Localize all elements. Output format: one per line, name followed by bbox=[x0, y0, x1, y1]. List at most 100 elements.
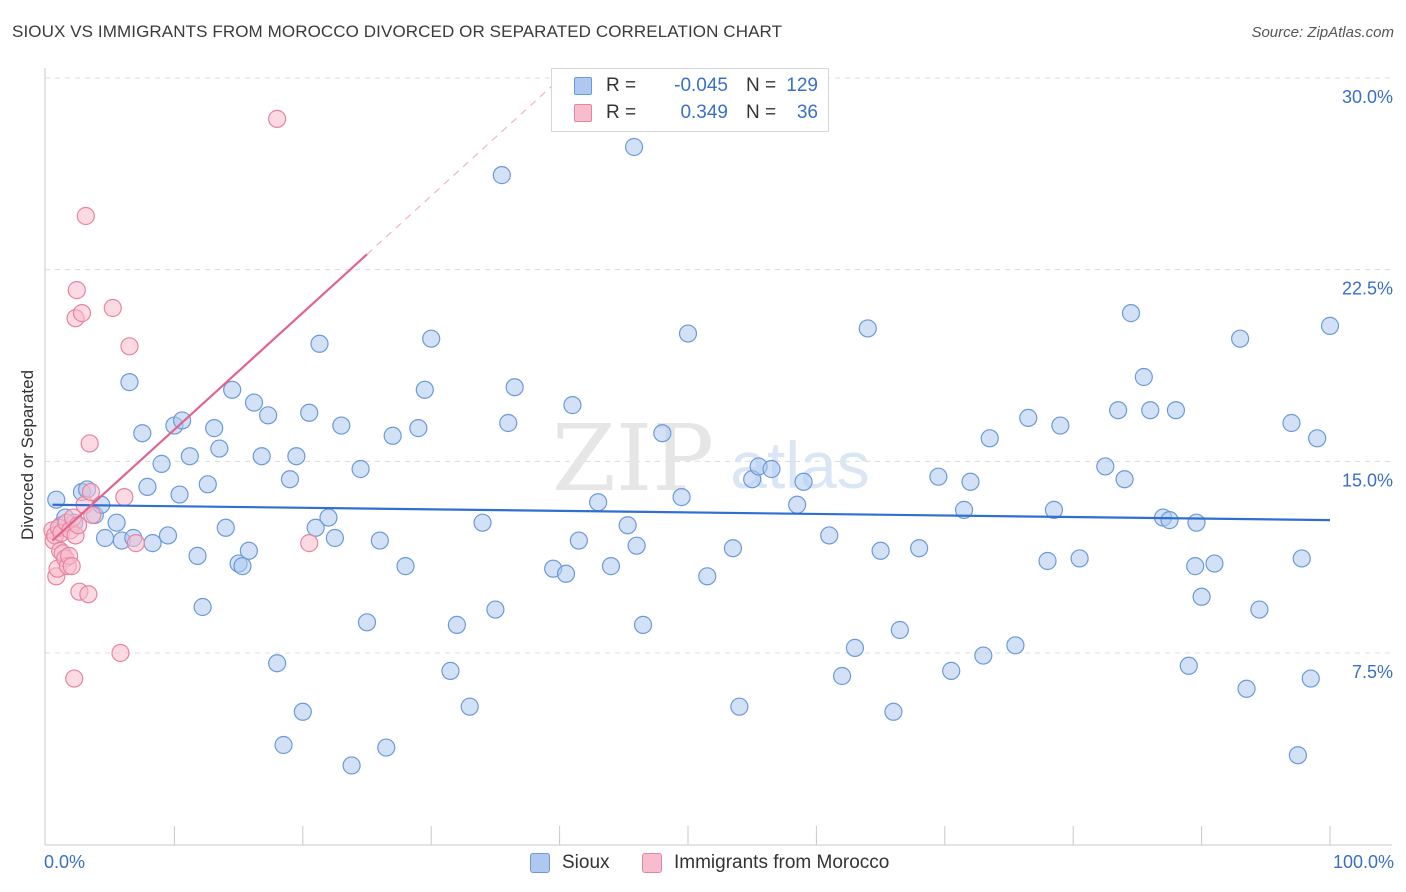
trend-line-morocco-extension bbox=[366, 75, 564, 255]
point-sioux-110 bbox=[1141, 401, 1160, 420]
point-sioux-90 bbox=[884, 702, 903, 721]
point-sioux-32 bbox=[244, 393, 264, 412]
point-sioux-78 bbox=[723, 539, 743, 558]
legend-swatch-morocco bbox=[574, 104, 592, 122]
point-sioux-84 bbox=[794, 472, 813, 491]
point-morocco-20 bbox=[68, 516, 88, 535]
legend-r-label: R = bbox=[606, 75, 637, 96]
point-sioux-14 bbox=[138, 477, 157, 496]
grid-lines bbox=[45, 77, 1392, 654]
point-sioux-57 bbox=[447, 615, 466, 634]
point-sioux-125 bbox=[1301, 669, 1320, 688]
point-morocco-29 bbox=[103, 298, 122, 318]
point-sioux-72 bbox=[627, 536, 646, 555]
point-sioux-127 bbox=[1320, 316, 1340, 335]
point-sioux-33 bbox=[252, 447, 271, 466]
x-tick-label-min: 0.0% bbox=[44, 852, 86, 872]
point-sioux-103 bbox=[1051, 416, 1070, 435]
point-sioux-53 bbox=[409, 419, 428, 438]
point-sioux-77 bbox=[698, 567, 717, 586]
point-sioux-40 bbox=[300, 403, 319, 422]
source-label: Source: ZipAtlas.com bbox=[1251, 24, 1394, 41]
point-sioux-113 bbox=[1166, 401, 1186, 420]
series-legend-label-morocco: Immigrants from Morocco bbox=[674, 852, 890, 873]
y-tick-label-1: 15.0% bbox=[1342, 470, 1393, 490]
x-tick-label-max: 100.0% bbox=[1332, 852, 1394, 872]
point-morocco-22 bbox=[72, 304, 92, 323]
point-sioux-98 bbox=[980, 429, 999, 448]
point-sioux-19 bbox=[170, 485, 189, 504]
legend-swatch-sioux bbox=[574, 77, 592, 95]
point-sioux-48 bbox=[357, 613, 377, 632]
point-sioux-59 bbox=[473, 513, 492, 532]
point-sioux-44 bbox=[325, 528, 344, 548]
point-sioux-105 bbox=[1096, 457, 1115, 476]
point-sioux-73 bbox=[633, 615, 653, 634]
point-morocco-16 bbox=[65, 669, 84, 688]
point-sioux-61 bbox=[492, 166, 511, 185]
y-tick-label-3: 30.0% bbox=[1342, 87, 1393, 107]
point-sioux-70 bbox=[618, 516, 637, 535]
point-sioux-9 bbox=[107, 513, 126, 532]
point-sioux-52 bbox=[396, 557, 415, 576]
point-sioux-25 bbox=[205, 419, 224, 438]
point-morocco-35 bbox=[300, 534, 319, 553]
point-sioux-22 bbox=[188, 546, 207, 565]
point-sioux-88 bbox=[858, 319, 877, 338]
legend-row-morocco: R = 0.349 N = 36 bbox=[574, 101, 818, 125]
trend-lines bbox=[51, 75, 1331, 542]
point-sioux-28 bbox=[223, 380, 242, 399]
point-sioux-31 bbox=[239, 541, 258, 560]
point-sioux-51 bbox=[383, 426, 402, 445]
point-sioux-16 bbox=[152, 454, 171, 473]
point-sioux-66 bbox=[563, 396, 582, 415]
point-morocco-34 bbox=[268, 109, 287, 128]
point-sioux-11 bbox=[120, 373, 139, 392]
point-sioux-115 bbox=[1186, 557, 1205, 576]
series-legend: Sioux Immigrants from Morocco bbox=[0, 852, 1406, 878]
point-sioux-123 bbox=[1288, 746, 1308, 765]
point-sioux-37 bbox=[280, 470, 300, 489]
point-morocco-19 bbox=[67, 281, 86, 300]
series-legend-sioux[interactable]: Sioux bbox=[530, 852, 610, 874]
legend-n-label: N = bbox=[746, 102, 777, 123]
legend-n-label: N = bbox=[746, 75, 777, 96]
point-sioux-36 bbox=[274, 735, 293, 755]
chart-title: SIOUX VS IMMIGRANTS FROM MOROCCO DIVORCE… bbox=[12, 22, 783, 41]
point-sioux-74 bbox=[653, 424, 672, 443]
legend-row-sioux: R = -0.045 N = 129 bbox=[574, 74, 818, 98]
series-legend-swatch-sioux bbox=[530, 853, 550, 873]
point-sioux-50 bbox=[377, 738, 396, 757]
point-sioux-102 bbox=[1044, 500, 1064, 519]
point-sioux-87 bbox=[845, 638, 865, 657]
point-sioux-20 bbox=[173, 411, 192, 430]
series-sioux bbox=[47, 137, 1340, 775]
point-sioux-35 bbox=[268, 654, 287, 673]
point-sioux-63 bbox=[505, 378, 524, 397]
point-sioux-76 bbox=[678, 324, 698, 343]
point-sioux-106 bbox=[1109, 401, 1128, 420]
point-sioux-124 bbox=[1292, 549, 1311, 568]
point-sioux-117 bbox=[1192, 587, 1211, 606]
y-axis-label: Divorced or Separated bbox=[18, 369, 37, 541]
point-sioux-49 bbox=[370, 531, 389, 550]
point-sioux-13 bbox=[133, 424, 152, 443]
point-sioux-46 bbox=[342, 756, 361, 775]
point-sioux-85 bbox=[820, 526, 839, 545]
point-sioux-71 bbox=[624, 137, 644, 157]
point-sioux-83 bbox=[788, 495, 807, 514]
point-sioux-92 bbox=[910, 539, 929, 558]
point-sioux-94 bbox=[942, 661, 961, 680]
point-sioux-47 bbox=[351, 459, 370, 479]
point-sioux-68 bbox=[589, 493, 608, 512]
point-sioux-24 bbox=[198, 475, 217, 494]
series-legend-morocco[interactable]: Immigrants from Morocco bbox=[642, 852, 889, 874]
point-sioux-99 bbox=[1006, 636, 1025, 655]
point-sioux-82 bbox=[762, 459, 781, 479]
point-sioux-58 bbox=[460, 697, 479, 716]
point-morocco-25 bbox=[79, 585, 98, 604]
point-sioux-17 bbox=[158, 526, 178, 545]
point-sioux-86 bbox=[832, 666, 852, 686]
point-sioux-69 bbox=[601, 557, 621, 576]
